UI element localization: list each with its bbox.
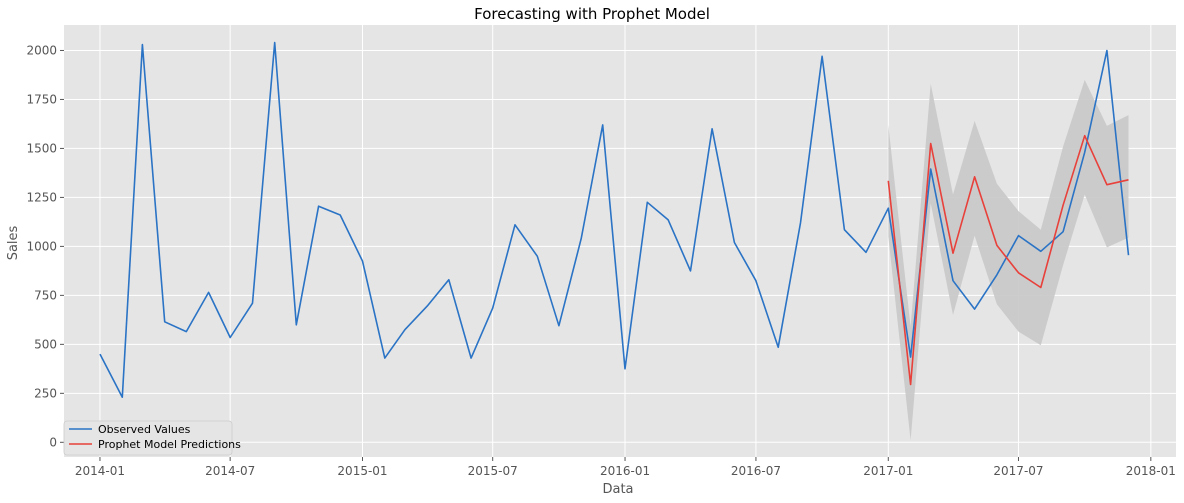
y-tick-label: 250 xyxy=(34,386,57,400)
y-gridlines xyxy=(64,49,1176,443)
prophet-predictions-line xyxy=(887,134,1129,386)
x-tick-label: 2015-01 xyxy=(337,464,387,478)
x-tick-label: 2016-07 xyxy=(731,464,781,478)
y-axis-label: Sales xyxy=(6,225,21,260)
y-tick-label: 500 xyxy=(34,337,57,351)
legend-label-observed: Observed Values xyxy=(98,423,191,436)
x-tick-label: 2016-01 xyxy=(600,464,650,478)
x-tick-label: 2017-07 xyxy=(993,464,1043,478)
y-tick-label: 750 xyxy=(34,288,57,302)
series-lines-layer xyxy=(99,41,1130,399)
legend-label-predicted: Prophet Model Predictions xyxy=(98,438,241,451)
x-tick-label: 2015-07 xyxy=(468,464,518,478)
y-tick-label: 1250 xyxy=(26,190,57,204)
chart-title: Forecasting with Prophet Model xyxy=(474,5,710,23)
legend-box xyxy=(63,420,233,456)
legend: Observed Values Prophet Model Prediction… xyxy=(63,420,241,456)
x-tick-label: 2014-01 xyxy=(75,464,125,478)
observed-values-line xyxy=(99,41,1130,399)
x-tick-label: 2018-01 xyxy=(1126,464,1176,478)
x-axis-label: Data xyxy=(602,482,633,497)
y-tick-label: 1000 xyxy=(26,239,57,253)
y-tick-label: 2000 xyxy=(26,43,57,57)
y-tick-label: 1500 xyxy=(26,141,57,155)
y-tick-label: 1750 xyxy=(26,92,57,106)
y-tick-label: 0 xyxy=(49,435,57,449)
x-tick-label: 2014-07 xyxy=(205,464,255,478)
x-gridlines xyxy=(99,25,1152,457)
y-tick-labels: 0 250 500 750 1000 1250 1500 1750 2000 xyxy=(26,43,64,449)
x-tick-labels: 2014-01 2014-07 2015-01 2015-07 2016-01 2016-… xyxy=(75,457,1176,478)
x-tick-label: 2017-01 xyxy=(863,464,913,478)
